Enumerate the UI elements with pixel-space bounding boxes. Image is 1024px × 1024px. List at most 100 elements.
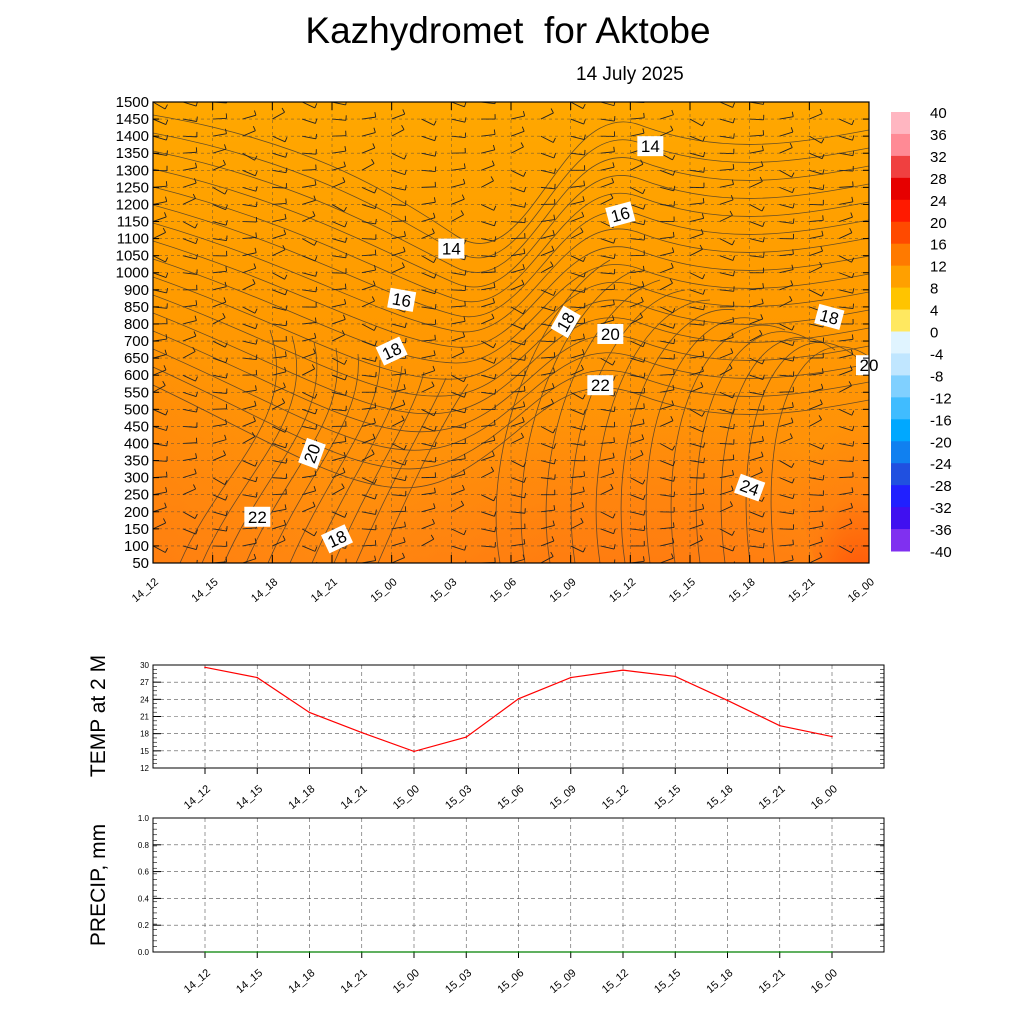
wind-barb	[182, 320, 197, 325]
wind-barb	[242, 267, 256, 274]
wind-barb-feather	[820, 246, 823, 252]
wind-barb-feather	[461, 347, 465, 353]
wind-barb-feather	[344, 222, 348, 228]
wind-barb	[361, 300, 375, 308]
wind-barb-feather	[580, 227, 584, 233]
wind-barb	[540, 387, 555, 393]
data-point	[360, 951, 363, 953]
wind-barb-feather	[165, 487, 168, 493]
wind-barb	[600, 472, 614, 479]
wind-barb-feather	[165, 181, 168, 187]
wind-barb	[242, 477, 257, 483]
wind-barb-feather	[552, 383, 555, 389]
wind-barb-feather	[882, 239, 884, 244]
wind-barb	[421, 443, 436, 448]
wind-barb	[361, 323, 375, 331]
wind-barb	[749, 425, 764, 427]
isotherm-line	[153, 312, 869, 415]
wind-barb	[630, 117, 645, 120]
wind-barb	[391, 477, 406, 481]
wind-barb	[749, 391, 764, 396]
wind-barb-feather	[642, 341, 646, 347]
wind-barb-feather	[253, 416, 256, 422]
y-tick-label: 0.0	[138, 948, 150, 957]
wind-barb	[809, 289, 823, 297]
colorbar-segment	[891, 507, 910, 530]
wind-barb	[838, 255, 852, 263]
wind-barb	[272, 371, 287, 376]
wind-barb	[630, 438, 644, 444]
wind-barb	[660, 251, 674, 257]
wind-barb-feather	[643, 556, 645, 562]
wind-barb-feather	[344, 436, 347, 442]
wind-barb	[868, 169, 869, 171]
wind-barb	[600, 118, 615, 122]
wind-barb-feather	[314, 546, 318, 552]
wind-barb-feather	[373, 127, 376, 133]
wind-barb-feather	[670, 125, 674, 131]
wind-barb-feather	[883, 560, 884, 565]
wind-barb	[839, 460, 854, 462]
contour-label: 18	[814, 303, 845, 330]
wind-barb	[153, 562, 155, 563]
wind-barb-feather	[821, 368, 824, 374]
wind-barb	[779, 300, 793, 308]
wind-barb-feather	[164, 349, 167, 355]
wind-barb-feather	[433, 120, 437, 126]
wind-barb-feather	[852, 425, 855, 431]
wind-barb-feather	[643, 510, 646, 516]
wind-barb-feather	[254, 461, 258, 467]
wind-barb	[630, 270, 645, 274]
wind-barb	[301, 545, 316, 552]
y-tick-label: 450	[124, 418, 149, 435]
wind-barb	[391, 186, 406, 191]
wind-barb	[749, 545, 764, 549]
wind-barb	[749, 511, 763, 518]
wind-barb-feather	[521, 126, 525, 132]
wind-barb	[361, 357, 376, 362]
wind-barb	[600, 457, 615, 461]
wind-barb	[779, 169, 792, 178]
y-tick-label: 0.2	[138, 921, 150, 930]
wind-barb-feather	[225, 128, 227, 134]
wind-barb	[331, 391, 346, 396]
wind-barb	[689, 323, 704, 326]
chart-title: Kazhydromet for Aktobe	[305, 10, 711, 51]
wind-barb-feather	[462, 484, 465, 490]
wind-barb	[242, 460, 256, 467]
wind-barb	[480, 204, 495, 211]
wind-barb	[421, 507, 436, 513]
wind-barb	[182, 221, 196, 229]
wind-barb-feather	[523, 187, 527, 193]
wind-barb	[779, 186, 793, 194]
wind-barb-feather	[403, 537, 406, 543]
contour-label-text: 20	[601, 325, 620, 344]
wind-barb	[451, 351, 465, 359]
wind-barb-feather	[282, 245, 286, 250]
wind-barb	[868, 392, 869, 393]
wind-barb-feather	[762, 389, 765, 396]
wind-barb-feather	[493, 435, 496, 441]
wind-barb-feather	[372, 433, 376, 439]
wind-barb	[510, 186, 525, 193]
wind-barb	[809, 169, 823, 175]
wind-barb	[242, 283, 256, 291]
wind-barb-feather	[611, 468, 615, 474]
wind-barb	[272, 249, 286, 257]
wind-barb	[868, 221, 869, 223]
wind-barb-feather	[165, 272, 169, 278]
wind-barb	[839, 152, 854, 157]
wind-barb	[481, 374, 495, 380]
wind-barb	[659, 282, 673, 291]
wind-barb-feather	[343, 314, 346, 320]
contour-label: 14	[438, 238, 465, 259]
wind-barb-feather	[493, 511, 497, 517]
data-point	[831, 951, 833, 953]
wind-barb	[660, 526, 675, 530]
y-tick-label: 15	[140, 747, 149, 756]
wind-barb	[689, 508, 704, 513]
wind-barb-feather	[701, 213, 705, 219]
wind-barb-feather	[163, 518, 167, 524]
contour-label: 14	[637, 136, 664, 157]
wind-barb-feather	[672, 445, 676, 451]
